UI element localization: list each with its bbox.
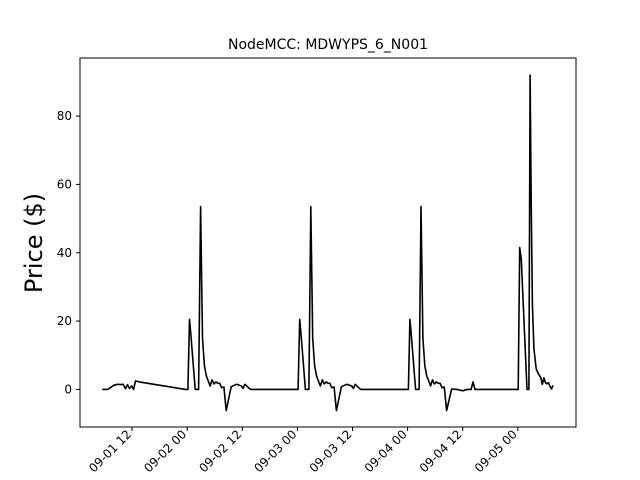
x-tick-label: 09-05 00 bbox=[472, 427, 520, 475]
chart-title: NodeMCC: MDWYPS_6_N001 bbox=[228, 37, 428, 53]
y-tick-label: 20 bbox=[57, 314, 72, 328]
price-series-line bbox=[102, 74, 554, 412]
x-tick-label: 09-04 12 bbox=[417, 427, 465, 475]
plot-area: 0 20 40 60 80 09-01 12 09-02 00 09-02 12 09-03 0… bbox=[57, 74, 554, 475]
y-tick-label: 40 bbox=[57, 246, 72, 260]
x-tick-label: 09-01 12 bbox=[86, 427, 134, 475]
x-tick-label: 09-02 12 bbox=[196, 427, 244, 475]
y-tick-label: 60 bbox=[57, 177, 72, 191]
y-tick-label: 0 bbox=[64, 382, 72, 396]
y-axis-label-group: Price ($) bbox=[20, 193, 48, 293]
y-axis-label: Price ($) bbox=[20, 193, 48, 293]
x-tick-label: 09-04 00 bbox=[362, 427, 410, 475]
plot-frame bbox=[79, 57, 577, 428]
y-tick-label: 80 bbox=[57, 109, 72, 123]
x-tick-label: 09-03 00 bbox=[251, 427, 299, 475]
x-tick-label: 09-02 00 bbox=[141, 427, 189, 475]
x-tick-label: 09-03 12 bbox=[307, 427, 355, 475]
